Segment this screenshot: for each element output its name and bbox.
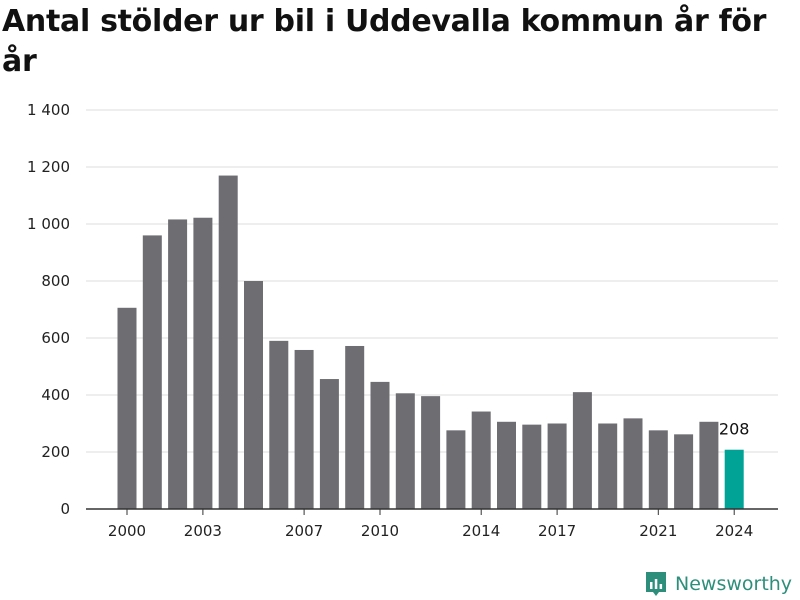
y-tick-label: 400: [41, 386, 70, 404]
bar-2004: [218, 175, 238, 510]
bar-2002: [168, 219, 188, 509]
bar-2006: [269, 340, 289, 509]
bar-2012: [421, 396, 441, 509]
y-tick-label: 1 400: [27, 101, 70, 119]
x-tick-label: 2007: [285, 522, 323, 540]
bar-2009: [345, 345, 365, 509]
bars: [117, 175, 744, 510]
bar-2017: [547, 423, 567, 509]
bar-2000: [117, 307, 137, 509]
chart-title: Antal stölder ur bil i Uddevalla kommun …: [2, 4, 767, 79]
bar-2018: [572, 392, 592, 509]
data-labels: 208: [719, 420, 750, 439]
x-tick-label: 2014: [462, 522, 500, 540]
bar-2021: [648, 430, 668, 509]
bar-2016: [522, 424, 542, 509]
y-tick-label: 600: [41, 329, 70, 347]
bar-2023: [699, 421, 719, 509]
x-tick-label: 2024: [715, 522, 753, 540]
bar-2005: [244, 281, 263, 509]
bar-2020: [623, 418, 643, 509]
y-tick-label: 200: [41, 443, 70, 461]
y-tick-label: 800: [41, 272, 70, 290]
bar-2024: [724, 449, 744, 509]
x-tick-label: 2021: [639, 522, 677, 540]
x-tick-label: 2017: [538, 522, 576, 540]
bar-2022: [674, 434, 694, 509]
x-tick-label: 2000: [108, 522, 146, 540]
bar-2001: [142, 235, 162, 509]
newsworthy-logo-icon: [646, 572, 666, 596]
y-tick-label: 0: [60, 500, 70, 518]
y-axis-ticks: 0 200 400 600 800 1 000 1 200 1 400: [27, 101, 70, 518]
bar-2015: [497, 421, 516, 509]
bar-2013: [446, 430, 466, 509]
bar-2019: [598, 423, 618, 509]
x-tick-label: 2003: [184, 522, 222, 540]
x-axis-ticks: 2000 2003 2007 2010 2014 2017 2021 2024: [108, 509, 753, 540]
bar-2011: [395, 393, 415, 509]
bar-2010: [370, 381, 390, 509]
data-label-highlight: 208: [719, 420, 750, 439]
newsworthy-logo-text: Newsworthy: [675, 573, 793, 595]
bar-2014: [471, 411, 491, 509]
y-tick-label: 1 000: [27, 215, 70, 233]
bar-2008: [319, 379, 339, 509]
bar-2007: [294, 349, 314, 509]
y-tick-label: 1 200: [27, 158, 70, 176]
newsworthy-logo: Newsworthy: [644, 568, 792, 600]
x-tick-label: 2010: [361, 522, 399, 540]
bar-2003: [193, 217, 213, 510]
